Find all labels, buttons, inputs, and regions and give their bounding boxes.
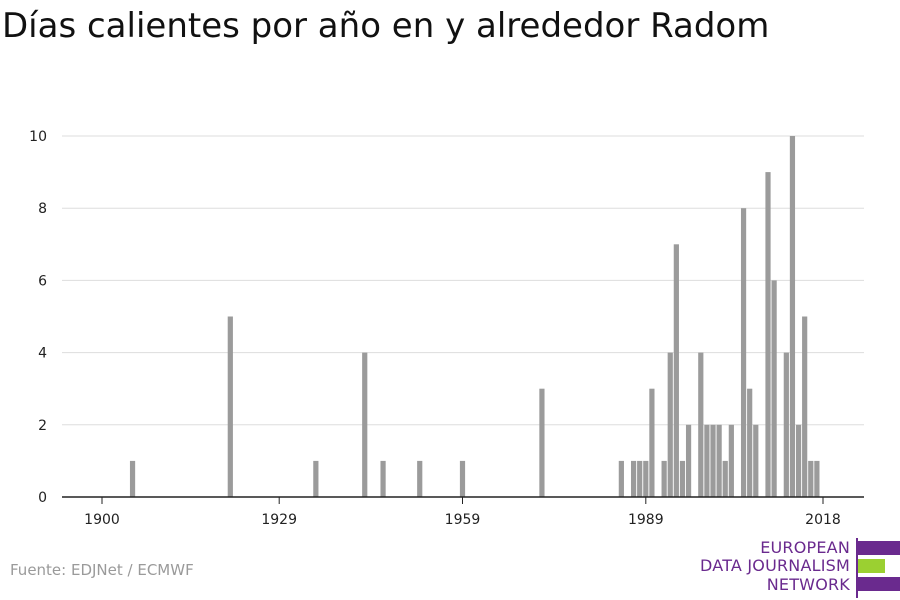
y-tick-label: 0 (38, 490, 47, 506)
bar (618, 460, 624, 497)
bar (661, 460, 667, 497)
bar (783, 352, 789, 497)
logo-block-purple-top (858, 541, 900, 555)
logo-line-3: NETWORK (766, 575, 850, 594)
x-tick-label: 1959 (445, 512, 481, 528)
y-tick-label: 6 (38, 273, 47, 289)
x-tick-label: 2018 (805, 512, 841, 528)
bar-chart: 0 2 4 6 8 10 1900 1929 1959 1989 2018 (29, 129, 864, 528)
bar (380, 460, 386, 497)
tick-labels: 0 2 4 6 8 10 1900 1929 1959 1989 2018 (29, 129, 841, 528)
y-tick-label: 8 (38, 201, 47, 217)
bar (313, 460, 319, 497)
edjnet-logo[interactable]: EUROPEAN DATA JOURNALISM NETWORK (700, 538, 900, 598)
logo-line-2: DATA JOURNALISM (700, 556, 850, 575)
bar (789, 136, 796, 497)
axes (62, 496, 864, 504)
bar (728, 424, 734, 497)
y-tick-label: 4 (38, 346, 47, 362)
chart-title: Días calientes por año en y alrededor Ra… (2, 6, 770, 46)
bar (716, 424, 722, 497)
bar (679, 460, 686, 497)
bar (637, 460, 643, 497)
logo-divider (856, 538, 858, 598)
source-note: Fuente: EDJNet / ECMWF (10, 561, 194, 579)
bar (459, 460, 466, 497)
x-tick-label: 1900 (84, 512, 120, 528)
bar (539, 388, 545, 497)
x-tick-label: 1929 (261, 512, 297, 528)
bars (129, 136, 820, 497)
bar (643, 460, 649, 497)
bar (747, 388, 753, 497)
bar (710, 424, 716, 497)
bar (129, 460, 136, 497)
bar (698, 352, 704, 497)
bar (722, 460, 728, 497)
y-tick-label: 2 (38, 418, 47, 434)
y-tick-label: 10 (29, 129, 47, 145)
bar (667, 352, 673, 497)
bar (362, 352, 368, 497)
logo-block-purple-bottom (858, 577, 900, 591)
bar (771, 280, 777, 497)
bar (795, 424, 802, 497)
bar (417, 460, 423, 497)
bar (227, 316, 233, 497)
x-tick-label: 1989 (628, 512, 664, 528)
bar (685, 424, 692, 497)
bar (704, 424, 710, 497)
bar (753, 424, 759, 497)
bar (814, 460, 820, 497)
logo-block-green (858, 559, 885, 573)
bar (765, 172, 771, 497)
bar (630, 460, 637, 497)
bar (802, 316, 808, 497)
bar (673, 244, 679, 497)
bar (740, 208, 747, 497)
bar (808, 460, 814, 497)
bar (649, 388, 655, 497)
logo-line-1: EUROPEAN (760, 538, 850, 557)
